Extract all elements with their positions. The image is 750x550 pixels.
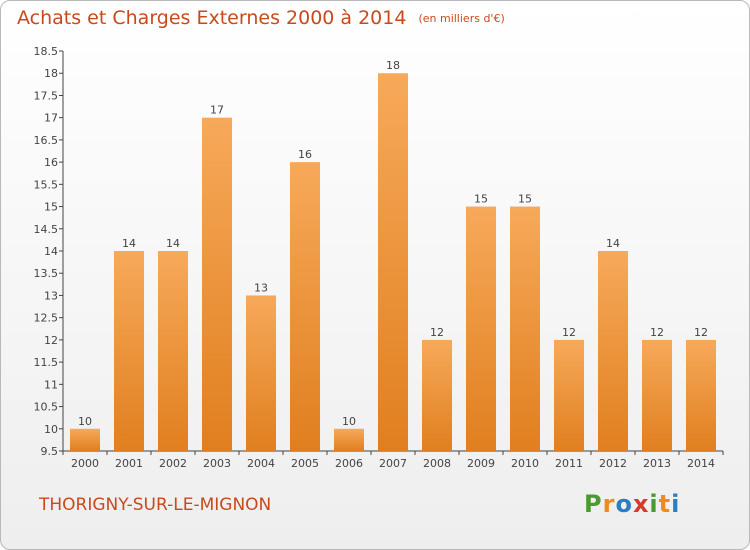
x-tick-label: 2007 [379,457,407,470]
logo-letter: x [632,490,650,518]
data-label: 13 [254,281,268,294]
data-label: 18 [386,59,400,72]
logo-letter: o [615,490,633,518]
bar [378,73,408,451]
x-tick-label: 2000 [71,457,99,470]
y-tick-label: 18 [44,67,58,80]
bar [686,339,716,451]
bar [70,428,100,451]
chart-title: Achats et Charges Externes 2000 à 2014 (e… [17,7,505,29]
x-tick-label: 2008 [423,457,451,470]
y-tick-label: 14.5 [34,223,59,236]
chart-title-text: Achats et Charges Externes 2000 à 2014 [17,7,407,29]
bar [114,251,144,451]
logo-letter: i [649,490,659,518]
bar [598,251,628,451]
x-tick-label: 2002 [159,457,187,470]
y-tick-label: 16 [44,156,58,169]
x-tick-label: 2001 [115,457,143,470]
x-tick-label: 2006 [335,457,363,470]
data-label: 16 [298,148,312,161]
plot-area: 9.5 10 10.5 11 11.5 12 12.5 13 13.5 14 14.5 15 15.5 1… [34,45,724,470]
data-label: 12 [694,326,708,339]
data-label: 10 [342,415,356,428]
bar [642,339,672,451]
logo-letter: t [658,490,672,518]
bar [510,206,540,451]
y-tick-label: 12.5 [34,312,59,325]
y-tick-label: 17 [44,112,58,125]
x-tick-label: 2011 [555,457,583,470]
logo-letter: P [584,490,603,518]
x-tick-label: 2010 [511,457,539,470]
y-tick-label: 11 [44,378,58,391]
x-tick-label: 2005 [291,457,319,470]
bar [466,206,496,451]
y-tick-label: 11.5 [34,356,59,369]
y-tick-label: 16.5 [34,134,59,147]
y-tick-label: 17.5 [34,89,59,102]
y-tick-label: 9.5 [41,445,59,458]
proxiti-logo[interactable]: Proxiti [584,490,680,518]
data-label: 14 [166,237,180,250]
y-tick-label: 10 [44,423,58,436]
bar [290,162,320,451]
data-label: 14 [606,237,620,250]
y-tick-label: 18.5 [34,45,59,58]
data-label: 14 [122,237,136,250]
y-tick-label: 12 [44,334,58,347]
commune-name: THORIGNY-SUR-LE-MIGNON [39,495,272,515]
x-tick-label: 2004 [247,457,275,470]
x-tick-label: 2014 [687,457,715,470]
y-tick-label: 15.5 [34,178,59,191]
logo-letter: i [671,490,681,518]
y-tick-label: 13 [44,289,58,302]
logo-letter: r [602,490,616,518]
bar [246,295,276,451]
data-label: 12 [562,326,576,339]
y-tick-label: 15 [44,201,58,214]
x-tick-label: 2012 [599,457,627,470]
bar [334,428,364,451]
data-label: 10 [78,415,92,428]
x-tick-label: 2003 [203,457,231,470]
bar [422,339,452,451]
x-tick-label: 2009 [467,457,495,470]
data-label: 15 [518,193,532,206]
x-tick-label: 2013 [643,457,671,470]
bar [554,339,584,451]
y-tick-label: 14 [44,245,58,258]
data-label: 12 [430,326,444,339]
y-tick-label: 13.5 [34,267,59,280]
bar [158,251,188,451]
data-label: 15 [474,193,488,206]
y-tick-label: 10.5 [34,401,59,414]
bar [202,117,232,452]
data-label: 17 [210,104,224,117]
data-label: 12 [650,326,664,339]
chart-subtitle: (en milliers d'€) [418,12,505,25]
